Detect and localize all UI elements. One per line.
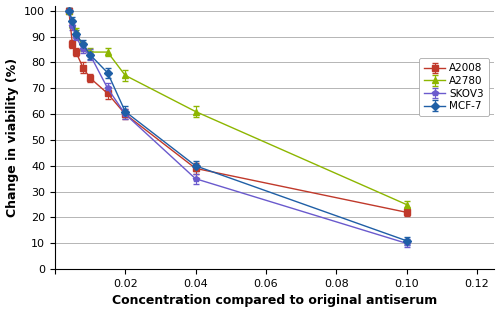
- X-axis label: Concentration compared to original antiserum: Concentration compared to original antis…: [112, 295, 438, 307]
- Y-axis label: Change in viability (%): Change in viability (%): [6, 58, 18, 217]
- Legend: A2008, A2780, SKOV3, MCF-7: A2008, A2780, SKOV3, MCF-7: [419, 58, 489, 116]
